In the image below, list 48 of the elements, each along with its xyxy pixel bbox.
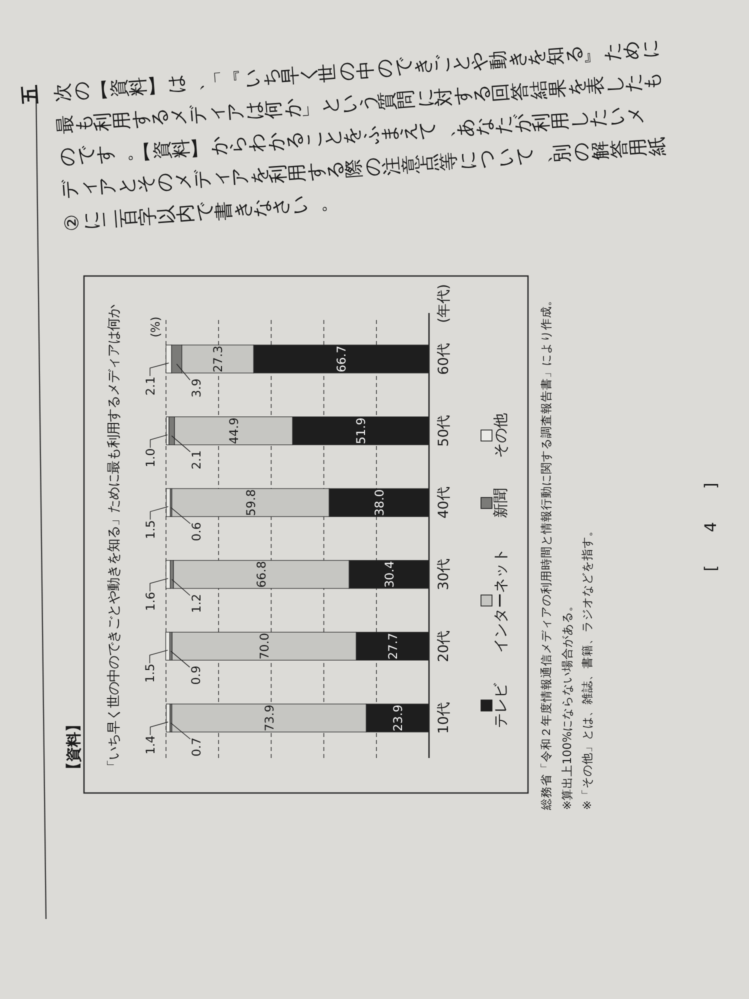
data-label: 1.4 bbox=[144, 735, 158, 755]
data-label: 0.9 bbox=[189, 666, 204, 685]
data-label: 59.8 bbox=[244, 489, 258, 516]
data-label: 1.2 bbox=[189, 594, 204, 613]
data-label: 30.4 bbox=[382, 561, 396, 588]
text: 「いち早く世の中のできごとや動きを知る」ために最も利用するメディアは何か bbox=[106, 305, 122, 773]
text: (%) bbox=[148, 316, 162, 338]
data-label: 23.9 bbox=[390, 704, 405, 732]
legend-entry: インターネット bbox=[480, 548, 510, 653]
y-tick-label: 60代 bbox=[436, 343, 452, 375]
y-tick-label: 50代 bbox=[436, 414, 452, 447]
y-axis-title: (年代) bbox=[436, 284, 452, 323]
text: ※算出上100%にならない場合がある。 bbox=[560, 599, 574, 810]
data-label: 1.5 bbox=[144, 520, 158, 540]
legend-label: その他 bbox=[491, 413, 510, 458]
data-label: 2.1 bbox=[143, 376, 158, 396]
data-label: 66.7 bbox=[334, 346, 349, 372]
text: 総務省「令和２年度情報通信メディアの利用時間と情報行動に関する調査報告書」により作成。 bbox=[539, 294, 554, 811]
data-label: 2.1 bbox=[190, 450, 204, 470]
data-label: 27.7 bbox=[386, 632, 400, 660]
data-label: 73.9 bbox=[262, 704, 276, 732]
data-label: 38.0 bbox=[372, 489, 386, 516]
data-label: 51.9 bbox=[354, 417, 368, 444]
text: 次の【資料】は、「『いち早く世の中のできごとや動きを知る』ために最も利用するメディアは何か」という質問に対する回答結果を表したものです。【資料】からわかることをふまえて、あなたが利用したいメディアとそのメディアを利用する際の注意点等について、別の解答用紙②に二百字以内で書きなさい。 bbox=[50, 38, 669, 232]
text: [ 4 ] bbox=[700, 482, 720, 572]
data-label: 0.6 bbox=[190, 522, 204, 542]
legend-label: 新聞 bbox=[491, 488, 510, 518]
y-tick-label: 30代 bbox=[436, 558, 452, 590]
data-label: 1.6 bbox=[143, 592, 158, 611]
data-label: 3.9 bbox=[189, 378, 204, 398]
data-label: 66.8 bbox=[254, 561, 269, 588]
legend-entry: テレビ bbox=[480, 683, 510, 728]
text: 五 bbox=[18, 84, 42, 106]
text: ※「その他」とは、雑誌、書籍、ラジオなどを指す。 bbox=[580, 524, 594, 810]
legend-entry: 新聞 bbox=[480, 488, 510, 518]
y-tick-label: 10代 bbox=[436, 702, 452, 734]
y-tick-label: 20代 bbox=[436, 630, 452, 662]
data-label: 0.7 bbox=[190, 737, 204, 757]
legend-label: テレビ bbox=[491, 682, 510, 728]
data-label: 70.0 bbox=[257, 632, 272, 660]
legend-entry: その他 bbox=[480, 413, 510, 458]
data-label: 27.3 bbox=[211, 346, 225, 372]
data-label: 1.0 bbox=[144, 448, 158, 468]
legend-label: インターネット bbox=[491, 548, 510, 653]
y-tick-label: 40代 bbox=[436, 486, 452, 519]
data-label: 44.9 bbox=[226, 417, 241, 444]
data-label: 1.5 bbox=[143, 664, 158, 683]
text: 【資料】 bbox=[64, 717, 82, 777]
